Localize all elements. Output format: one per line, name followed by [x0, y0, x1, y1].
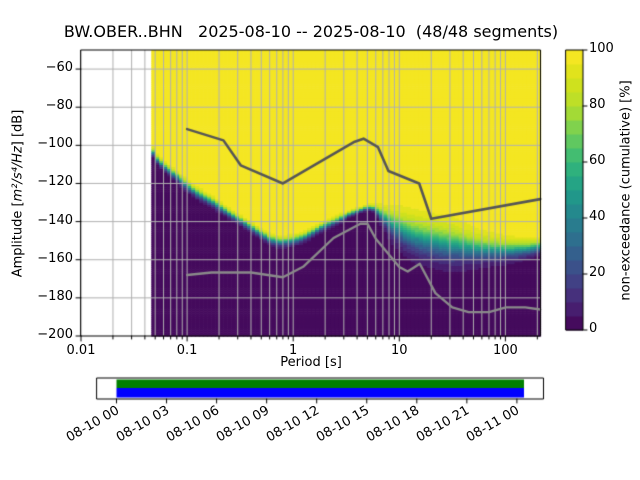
y-tick-label: −60 [45, 60, 73, 76]
x-axis-label: Period [s] [280, 355, 342, 370]
x-tick-label: 100 [492, 343, 518, 358]
colorbar-tick-label: 100 [589, 41, 614, 56]
y-tick-label: −100 [37, 136, 73, 152]
y-tick-label: −120 [37, 174, 73, 190]
x-tick-label: 0.01 [66, 343, 96, 358]
colorbar-tick-label: 80 [589, 97, 606, 112]
x-tick-label: 1 [289, 343, 298, 358]
colorbar-tick-label: 40 [589, 209, 606, 224]
y-tick-label: −160 [37, 250, 73, 266]
colorbar-tick-label: 20 [589, 265, 606, 280]
colorbar-tick-label: 60 [589, 153, 606, 168]
plot-title: BW.OBER..BHN 2025-08-10 -- 2025-08-10 (4… [63, 22, 559, 41]
colorbar-tick-label: 0 [589, 321, 598, 336]
x-tick-label: 0.1 [176, 343, 198, 358]
y-tick-label: −200 [37, 327, 73, 342]
colorbar-label: non-exceedance (cumulative) [%] [618, 80, 634, 301]
y-tick-label: −140 [37, 212, 73, 228]
x-tick-label: 10 [391, 343, 408, 358]
y-tick-label: −180 [37, 288, 73, 304]
y-tick-label: −80 [45, 98, 73, 114]
y-axis-label-units: m²/s⁴/Hz [10, 146, 26, 202]
